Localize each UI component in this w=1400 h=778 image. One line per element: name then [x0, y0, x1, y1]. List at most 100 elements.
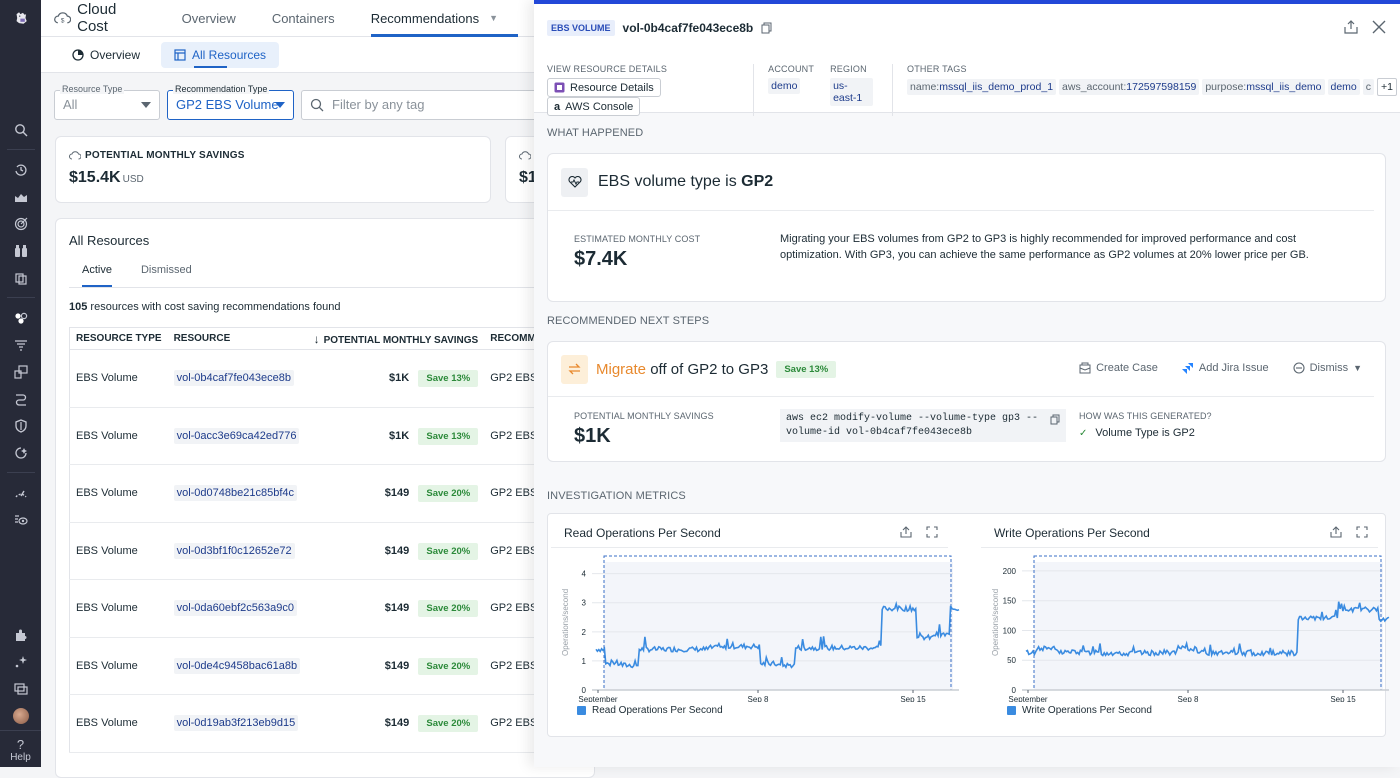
tab-label: Overview [181, 10, 236, 26]
table-row[interactable]: EBS Volume vol-0de4c9458bac61a8b $149 Save… [69, 637, 609, 695]
tab-active[interactable]: Active [82, 264, 112, 287]
chart-title: Read Operations Per Second [564, 526, 721, 540]
how-generated: HOW WAS THIS GENERATED? ✓ Volume Type is … [1066, 409, 1212, 448]
resource-id-link[interactable]: vol-0d0748be21c85bf4c [173, 485, 298, 502]
tag-key: aws_account: [1062, 81, 1127, 93]
datadog-logo[interactable] [0, 0, 41, 36]
tab-containers[interactable]: Containers [272, 0, 335, 37]
save-badge: Save 20% [418, 600, 479, 618]
resource-tag[interactable]: c [1362, 79, 1375, 95]
resource-id-link[interactable]: vol-0de4c9458bac61a8b [173, 657, 301, 674]
pipeline-icon[interactable] [0, 385, 41, 412]
tab-dismissed[interactable]: Dismissed [140, 264, 192, 276]
hexagons-icon[interactable] [0, 304, 41, 331]
layers-icon[interactable] [0, 358, 41, 385]
chart-area-icon[interactable] [0, 183, 41, 210]
finding-description: Migrating your EBS volumes from GP2 to G… [780, 233, 1309, 261]
resource-id-cell[interactable]: vol-0de4c9458bac61a8b [167, 637, 308, 695]
chart-legend[interactable]: Write Operations Per Second [1007, 705, 1152, 716]
resource-type-select[interactable]: Resource Type All [54, 83, 160, 120]
tab-overview[interactable]: Overview [182, 0, 236, 37]
savings-amount: $1K [389, 429, 410, 442]
table-row[interactable]: EBS Volume vol-0d19ab3f213eb9d15 $149 Save… [69, 694, 609, 753]
column-header-resource[interactable]: RESOURCE [167, 327, 308, 350]
resources-table: RESOURCE TYPE RESOURCE ↓ POTENTIAL MONTHL… [69, 327, 609, 753]
resource-id-link[interactable]: vol-0d3bf1f0c12652e72 [173, 542, 295, 559]
minus-circle-icon [1293, 362, 1305, 374]
resource-id-link[interactable]: vol-0d19ab3f213eb9d15 [173, 715, 299, 732]
puzzle-icon[interactable] [0, 621, 41, 648]
export-icon[interactable] [1330, 526, 1342, 538]
share-icon[interactable] [1344, 20, 1358, 34]
table-row[interactable]: EBS Volume vol-0b4caf7fe043ece8b $1K Save … [69, 349, 609, 408]
shield-icon[interactable] [0, 412, 41, 439]
resource-tag[interactable]: purpose:mssql_iis_demo [1202, 79, 1325, 95]
what-happened-card: EBS volume type is GP2 ESTIMATED MONTHLY… [547, 153, 1386, 302]
resource-tag[interactable]: aws_account:172597598159 [1059, 79, 1200, 95]
history-icon[interactable] [0, 156, 41, 183]
tab-recommendations[interactable]: Recommendations ▼ [370, 0, 519, 37]
expand-icon[interactable] [1356, 526, 1368, 538]
column-header-savings[interactable]: ↓ POTENTIAL MONTHLY SAVINGS [307, 327, 485, 350]
create-case-button[interactable]: Create Case [1079, 362, 1158, 374]
dismiss-button[interactable]: Dismiss ▼ [1293, 362, 1362, 374]
help-button[interactable]: ? Help [0, 730, 41, 767]
resource-id-link[interactable]: vol-0acc3e69ca42ed776 [173, 427, 300, 444]
account-tag[interactable]: demo [768, 78, 801, 94]
spark-icon[interactable] [0, 439, 41, 466]
tag-filter-input[interactable]: Filter by any tag [301, 89, 534, 120]
read-ops-plot[interactable]: 0 1 2 3 4 Operations/second September Sep 8 Sep … [548, 552, 968, 702]
user-avatar[interactable] [12, 708, 29, 724]
table-row[interactable]: EBS Volume vol-0d3bf1f0c12652e72 $149 Save… [69, 522, 609, 580]
table-row[interactable]: EBS Volume vol-0d0748be21c85bf4c $149 Save… [69, 464, 609, 523]
chart-legend[interactable]: Read Operations Per Second [577, 705, 723, 716]
write-ops-plot[interactable]: 0 50 100 150 200 Operations/second September Se… [978, 552, 1398, 702]
expand-icon[interactable] [926, 526, 938, 538]
amazon-icon: a [554, 100, 561, 113]
resource-id-cell[interactable]: vol-0d0748be21c85bf4c [167, 464, 308, 523]
more-tags-button[interactable]: +1 [1377, 78, 1397, 96]
windows-icon[interactable] [0, 675, 41, 702]
close-icon[interactable] [1372, 20, 1386, 34]
copy-icon[interactable] [1050, 414, 1060, 425]
aws-console-button[interactable]: a AWS Console [547, 97, 641, 116]
filter-list-icon[interactable] [0, 331, 41, 358]
cli-command-block[interactable]: aws ec2 modify-volume --volume-type gp3 … [780, 409, 1066, 442]
subtab-all-resources[interactable]: All Resources [161, 41, 280, 68]
resource-details-button[interactable]: Resource Details [547, 78, 661, 97]
resource-id-cell[interactable]: vol-0da60ebf2c563a9c0 [167, 579, 308, 638]
resource-id-cell[interactable]: vol-0d3bf1f0c12652e72 [167, 522, 308, 580]
table-row[interactable]: EBS Volume vol-0da60ebf2c563a9c0 $149 Save… [69, 579, 609, 638]
resource-id-cell[interactable]: vol-0d19ab3f213eb9d15 [167, 694, 308, 753]
search-icon[interactable] [0, 116, 41, 143]
binoculars-icon[interactable] [0, 237, 41, 264]
region-tag[interactable]: us-east-1 [830, 78, 874, 106]
table-row[interactable]: EBS Volume vol-0acc3e69ca42ed776 $1K Save … [69, 407, 609, 465]
estimated-cost-value: $7.4K [574, 248, 628, 270]
eye-list-icon[interactable] [0, 506, 41, 533]
resource-type-cell: EBS Volume [69, 637, 168, 695]
drawer-accent-bar [534, 0, 1400, 4]
product-title-text: Cloud Cost [77, 1, 117, 35]
add-jira-issue-button[interactable]: Add Jira Issue [1181, 362, 1269, 374]
divider [6, 149, 35, 150]
product-title[interactable]: $ Cloud Cost [54, 1, 148, 35]
resource-tag[interactable]: demo [1327, 79, 1360, 95]
svg-text:0: 0 [582, 686, 587, 695]
resource-id-cell[interactable]: vol-0acc3e69ca42ed776 [167, 407, 308, 465]
cubes-icon[interactable] [0, 264, 41, 291]
copy-icon[interactable] [761, 22, 772, 34]
chart-title: Write Operations Per Second [994, 526, 1150, 540]
recommendation-type-select[interactable]: Recommendation Type GP2 EBS Volume [167, 83, 294, 120]
resource-id-link[interactable]: vol-0da60ebf2c563a9c0 [173, 600, 298, 617]
resource-id-cell[interactable]: vol-0b4caf7fe043ece8b [167, 349, 308, 408]
column-header-resource-type[interactable]: RESOURCE TYPE [69, 327, 168, 350]
resource-id-link[interactable]: vol-0b4caf7fe043ece8b [173, 370, 294, 387]
resource-tag[interactable]: name:mssql_iis_demo_prod_1 [907, 79, 1057, 95]
gauge-icon[interactable] [0, 479, 41, 506]
sparkle-icon[interactable] [0, 648, 41, 675]
export-icon[interactable] [900, 526, 912, 538]
subtab-overview[interactable]: Overview [59, 42, 153, 68]
help-label: Help [10, 752, 31, 763]
target-icon[interactable] [0, 210, 41, 237]
